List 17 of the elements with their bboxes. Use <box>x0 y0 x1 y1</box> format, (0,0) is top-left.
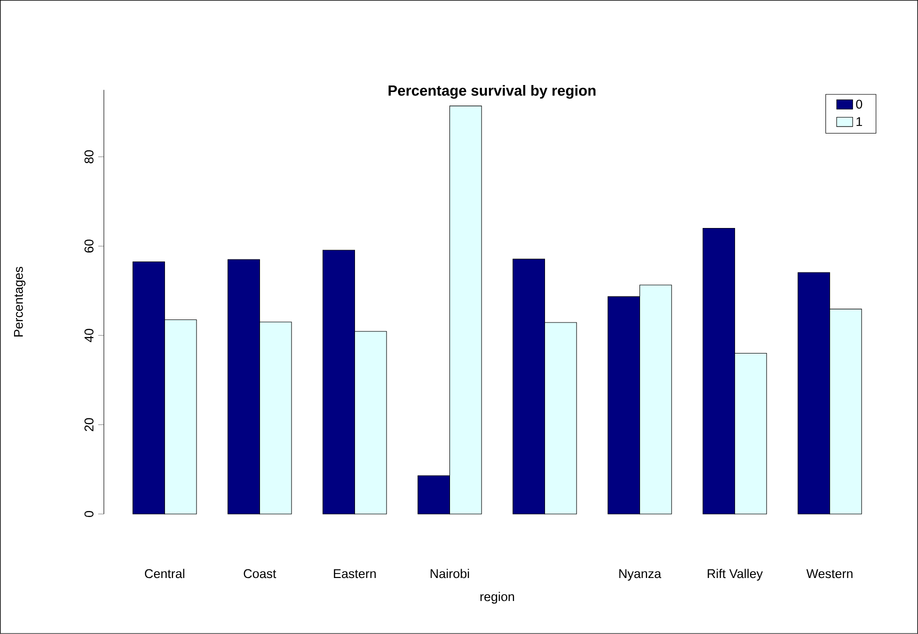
x-tick-label: Central <box>144 568 184 578</box>
x-tick-label: Coast <box>244 569 276 578</box>
y-tick-label: 0 <box>84 511 94 518</box>
legend-label: 0 <box>856 100 862 109</box>
x-axis-title: region <box>480 592 514 604</box>
x-tick-label: Western <box>806 569 852 578</box>
y-axis-title: Percentages <box>14 266 26 337</box>
legend-label: 1 <box>856 117 862 126</box>
x-tick-label: Rift Valley <box>708 568 763 581</box>
y-tick-label: 40 <box>84 328 94 342</box>
y-tick-label: 60 <box>84 240 94 253</box>
y-tick-label: 20 <box>84 418 94 432</box>
x-tick-label: Nairobi <box>430 568 469 578</box>
y-tick-label: 80 <box>84 150 94 164</box>
x-tick-label: Nyanza <box>619 569 662 581</box>
x-tick-label: Eastern <box>334 569 376 578</box>
chart-title: Percentage survival by region <box>388 85 596 99</box>
